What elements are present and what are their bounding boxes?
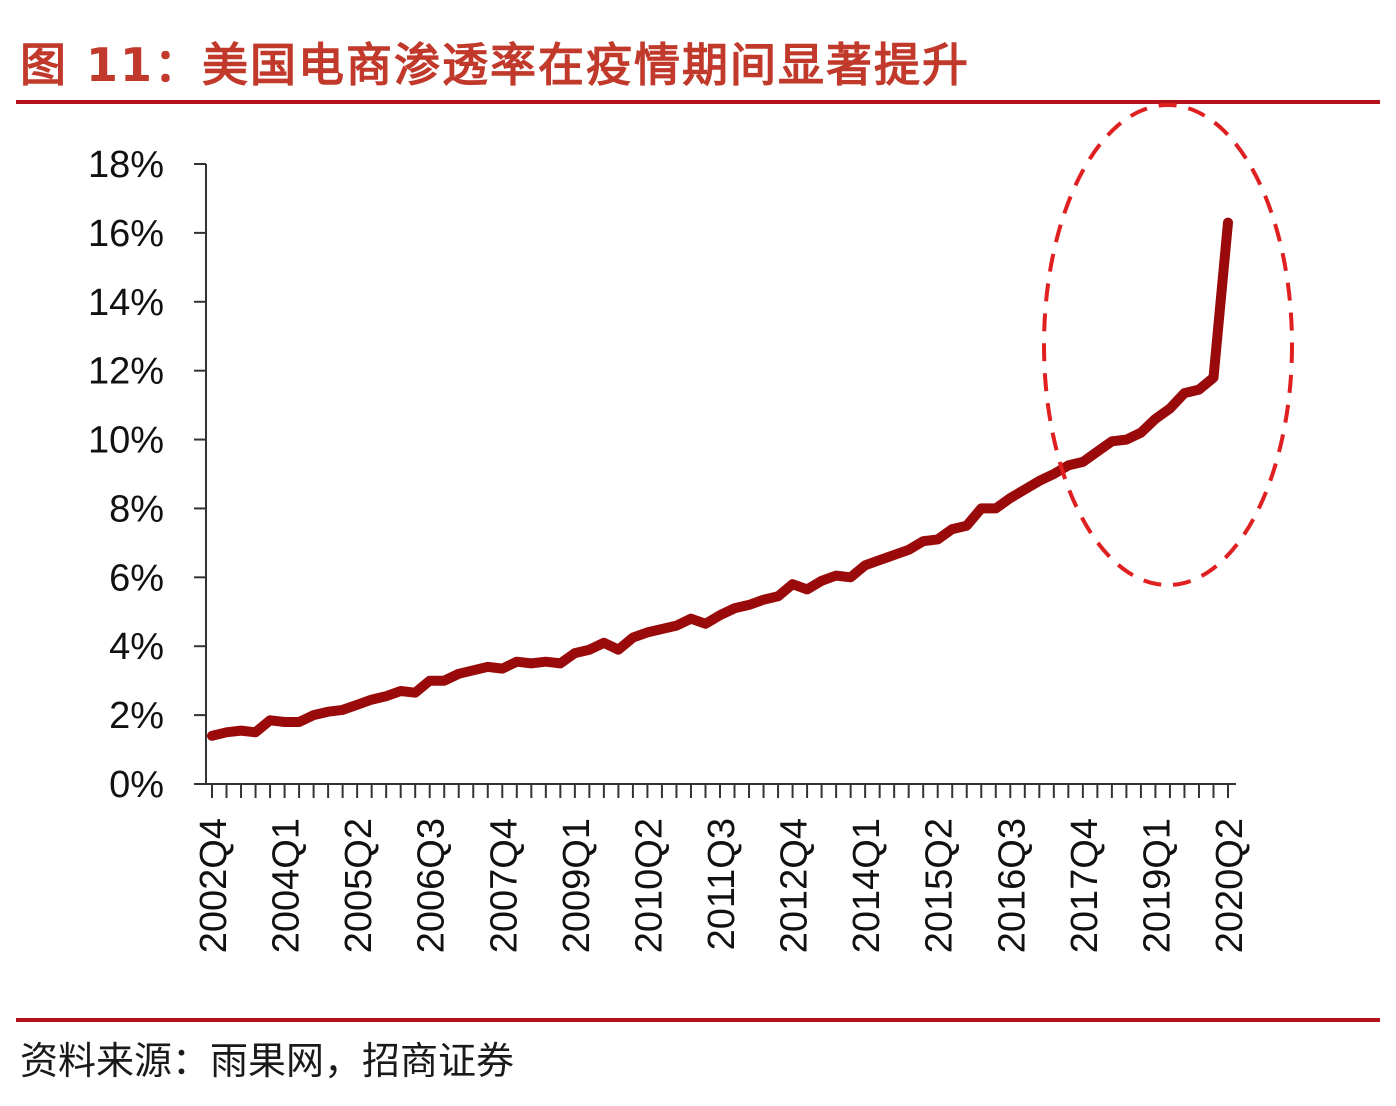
y-axis: 0% 2% 4% 6% 8% 10% 12% 14% 16% 18%: [88, 144, 207, 806]
x-tick-label: 2011Q3: [701, 818, 743, 950]
x-tick-label: 2017Q4: [1064, 818, 1106, 953]
figure-title: 图 11：美国电商渗透率在疫情期间显著提升: [20, 38, 971, 92]
x-tick-label: 2020Q2: [1209, 818, 1251, 953]
x-tick-label: 2005Q2: [338, 818, 380, 953]
top-divider: [16, 100, 1380, 104]
x-tick-label: 2006Q3: [411, 818, 453, 953]
y-tick-label: 10%: [88, 420, 164, 462]
x-tick-label: 2010Q2: [628, 818, 670, 953]
x-tick-label: 2014Q1: [846, 818, 888, 953]
highlight-ellipse: [1042, 103, 1294, 587]
y-tick-label: 2%: [109, 695, 164, 737]
bottom-divider: [16, 1018, 1380, 1022]
x-tick-label: 2004Q1: [266, 818, 308, 953]
source-note: 资料来源：雨果网，招商证券: [20, 1039, 515, 1083]
y-tick-label: 16%: [88, 213, 164, 255]
x-tick-label: 2016Q3: [991, 818, 1033, 953]
y-tick-label: 14%: [88, 282, 164, 324]
y-tick-label: 6%: [109, 557, 164, 599]
x-tick-label: 2002Q4: [193, 818, 235, 953]
x-tick-label: 2007Q4: [483, 818, 525, 953]
y-tick-label: 18%: [88, 144, 164, 186]
x-tick-label: 2019Q1: [1136, 818, 1178, 953]
x-tick-label: 2012Q4: [774, 818, 816, 953]
x-tick-label: 2015Q2: [919, 818, 961, 953]
x-tick-label: 2009Q1: [556, 818, 598, 953]
x-axis: 2002Q4 2004Q1 2005Q2 2006Q3 2007Q4 2009Q1 2010…: [193, 783, 1251, 953]
y-tick-label: 12%: [88, 351, 164, 393]
y-tick-label: 0%: [109, 764, 164, 806]
y-tick-label: 8%: [109, 488, 164, 530]
ecommerce-penetration-chart: 0%2%4%6%8%10%12%14%16%18% 2002Q4 2004Q1 20…: [88, 103, 1294, 953]
series-line: [207, 217, 1233, 741]
y-tick-label: 4%: [109, 626, 164, 668]
